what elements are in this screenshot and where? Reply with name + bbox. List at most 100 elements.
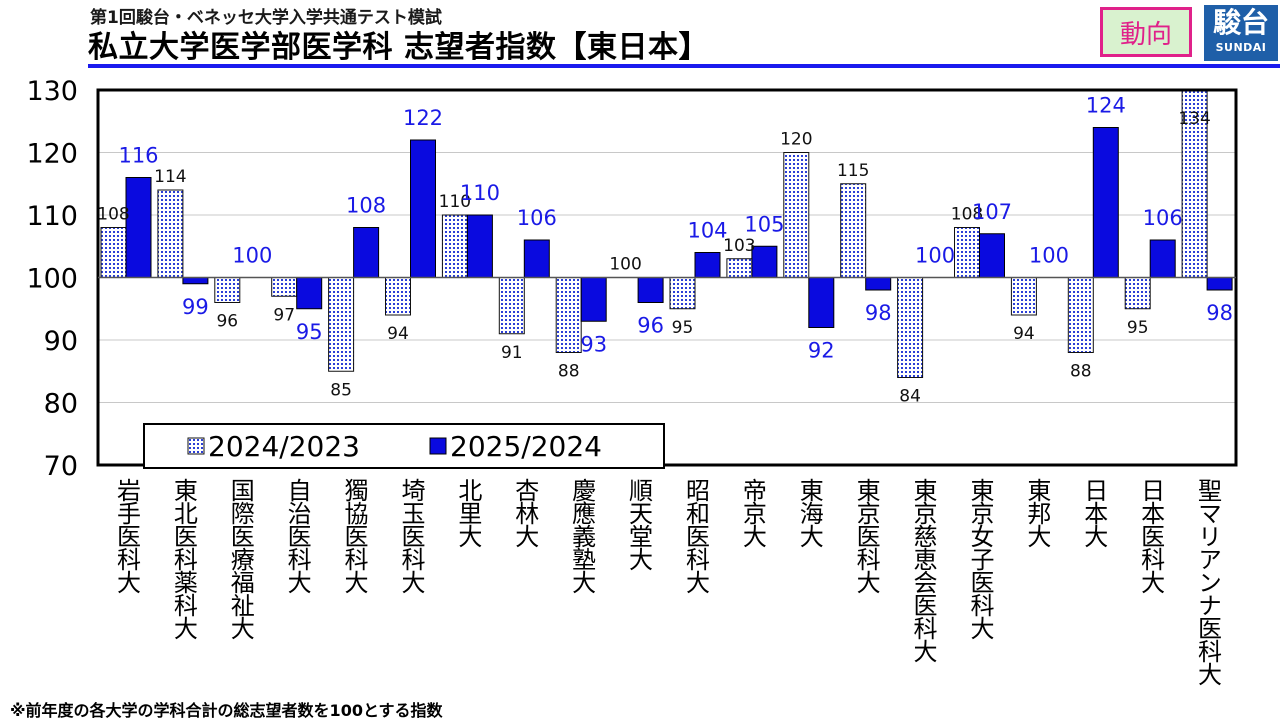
category-label: 東京医科大 bbox=[852, 478, 880, 594]
bar-2024-2023 bbox=[441, 214, 468, 278]
page-title: 私立大学医学部医学科 志望者指数【東日本】 bbox=[88, 30, 709, 65]
category-label: 自治医科大 bbox=[283, 478, 311, 594]
bar-2024-2023 bbox=[157, 189, 184, 278]
category-label: 岩手医科大 bbox=[112, 478, 140, 594]
value-label-2025-2024: 100 bbox=[915, 244, 955, 268]
bar-2025-2024 bbox=[1092, 127, 1119, 278]
value-label-2025-2024: 95 bbox=[296, 320, 323, 344]
bars bbox=[100, 89, 1233, 378]
bar-2024-2023 bbox=[1181, 89, 1208, 278]
legend-label-2024-2023: 2024/2023 bbox=[208, 430, 360, 463]
value-label-2024-2023: 94 bbox=[387, 324, 409, 344]
value-label-2024-2023: 115 bbox=[837, 161, 869, 181]
bar-2025-2024 bbox=[751, 245, 778, 278]
bar-2025-2024 bbox=[1206, 277, 1233, 291]
value-label-2025-2024: 96 bbox=[637, 314, 664, 338]
value-label-2024-2023: 91 bbox=[501, 343, 523, 363]
category-label: 日本大 bbox=[1080, 478, 1108, 548]
bar-2024-2023 bbox=[555, 277, 582, 353]
bar-2024-2023 bbox=[840, 183, 867, 278]
value-label-2024-2023: 88 bbox=[1070, 362, 1092, 382]
category-label: 日本医科大 bbox=[1137, 478, 1165, 594]
value-label-2025-2024: 124 bbox=[1086, 94, 1126, 118]
bar-2024-2023 bbox=[1067, 277, 1094, 353]
logo-sub-text: SUNDAI bbox=[1215, 41, 1267, 54]
y-tick-label: 70 bbox=[44, 451, 78, 482]
legend-box bbox=[143, 423, 665, 469]
category-label: 北里大 bbox=[454, 478, 482, 548]
category-label: 東海大 bbox=[795, 478, 823, 548]
value-label-2024-2023: 94 bbox=[1013, 324, 1035, 344]
category-label: 慶應義塾大 bbox=[568, 478, 596, 594]
bar-2024-2023 bbox=[1124, 277, 1151, 310]
value-label-2024-2023: 95 bbox=[1127, 318, 1149, 338]
bar-2025-2024 bbox=[1149, 239, 1176, 278]
y-tick-label: 120 bbox=[26, 139, 78, 170]
bar-2024-2023 bbox=[328, 277, 355, 372]
trend-badge-label: 動向 bbox=[1119, 19, 1172, 50]
value-label-2025-2024: 116 bbox=[118, 144, 158, 168]
category-label: 埼玉医科大 bbox=[397, 478, 425, 594]
value-label-2024-2023: 110 bbox=[439, 192, 471, 212]
legend-swatch-2024-2023 bbox=[187, 437, 205, 455]
value-label-2024-2023: 85 bbox=[330, 380, 352, 400]
bar-2025-2024 bbox=[580, 277, 607, 322]
legend: 2024/2023 2025/2024 bbox=[143, 423, 665, 469]
y-tick-label: 100 bbox=[26, 264, 78, 295]
value-label-2025-2024: 93 bbox=[580, 332, 607, 356]
value-label-2025-2024: 99 bbox=[182, 295, 209, 319]
category-label: 帝京大 bbox=[738, 478, 766, 548]
y-tick-label: 80 bbox=[44, 389, 78, 420]
bar-2024-2023 bbox=[726, 258, 753, 278]
title-underline bbox=[88, 64, 1280, 68]
bar-2025-2024 bbox=[466, 214, 493, 278]
bar-2024-2023 bbox=[385, 277, 411, 316]
category-label: 国際医療福祉大 bbox=[226, 478, 254, 640]
sundai-logo: 駿台 SUNDAI bbox=[1204, 5, 1278, 61]
value-label-2024-2023: 120 bbox=[780, 130, 812, 150]
value-label-2024-2023: 114 bbox=[154, 167, 186, 187]
category-label: 東京慈恵会医科大 bbox=[909, 478, 937, 663]
bar-2025-2024 bbox=[353, 227, 380, 278]
value-label-2024-2023: 100 bbox=[609, 255, 641, 275]
bar-2025-2024 bbox=[637, 277, 664, 303]
value-label-2025-2024: 105 bbox=[744, 212, 784, 236]
value-label-2025-2024: 100 bbox=[232, 244, 272, 268]
category-label: 東京女子医科大 bbox=[966, 478, 994, 640]
bar-2025-2024 bbox=[808, 277, 835, 328]
axes: 70 80 90 100 110 120 130 岩手医科大 東北医科薬科大 国際医療福祉大 自治医… bbox=[26, 76, 1236, 686]
value-label-2025-2024: 100 bbox=[1029, 244, 1069, 268]
y-tick-label: 110 bbox=[26, 201, 78, 232]
bar-2024-2023 bbox=[897, 277, 924, 378]
value-label-2024-2023: 96 bbox=[216, 312, 238, 332]
legend-label-2025-2024: 2025/2024 bbox=[450, 430, 602, 463]
category-label: 東北医科薬科大 bbox=[169, 478, 197, 640]
value-label-2025-2024: 110 bbox=[460, 181, 500, 205]
category-label: 杏林大 bbox=[511, 478, 539, 548]
value-label-2025-2024: 108 bbox=[346, 194, 386, 218]
bar-2025-2024 bbox=[125, 177, 152, 278]
bar-2025-2024 bbox=[296, 277, 323, 310]
value-label-2025-2024: 107 bbox=[972, 200, 1012, 224]
value-labels: 1081161149996100979585108941221101109110… bbox=[97, 94, 1233, 407]
category-label: 昭和医科大 bbox=[681, 478, 709, 594]
category-label: 東邦大 bbox=[1023, 478, 1051, 548]
bar-2024-2023 bbox=[954, 227, 980, 278]
y-tick-label: 90 bbox=[44, 326, 78, 357]
y-tick-label: 130 bbox=[26, 76, 78, 107]
value-label-2024-2023: 84 bbox=[899, 387, 921, 407]
value-label-2025-2024: 98 bbox=[1206, 301, 1233, 325]
value-label-2024-2023: 103 bbox=[723, 236, 755, 256]
bar-2025-2024 bbox=[182, 277, 209, 285]
bar-2024-2023 bbox=[669, 277, 696, 310]
bar-2024-2023 bbox=[214, 277, 241, 303]
category-label: 獨協医科大 bbox=[340, 478, 368, 594]
bar-2024-2023 bbox=[783, 152, 810, 278]
applicant-index-chart: 1081161149996100979585108941221101109110… bbox=[26, 76, 1238, 686]
value-label-2024-2023: 97 bbox=[273, 305, 295, 325]
value-label-2024-2023: 95 bbox=[672, 318, 694, 338]
bar-2025-2024 bbox=[694, 252, 721, 278]
legend-swatch-2025-2024 bbox=[429, 437, 447, 455]
bar-2025-2024 bbox=[979, 233, 1005, 278]
value-label-2024-2023: 88 bbox=[558, 362, 580, 382]
